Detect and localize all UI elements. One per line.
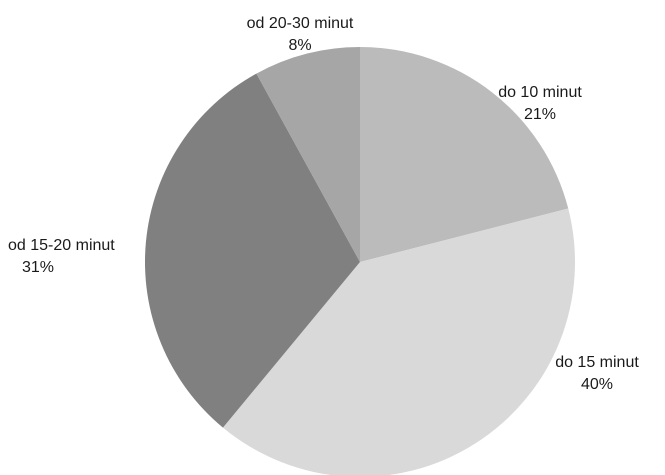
slice-percent-1: 21% [524, 106, 556, 123]
slice-percent-2: 40% [581, 376, 613, 393]
pie-labels: do 10 minut 21% do 15 minut 40% od 15-20 min… [8, 15, 639, 393]
pie-slice-4 [256, 47, 360, 262]
pie-slice-1 [360, 47, 569, 262]
slice-percent-4: 8% [288, 37, 311, 54]
pie-slice-2 [222, 208, 575, 475]
pie-slices [144, 47, 575, 475]
slice-percent-3: 31% [22, 259, 54, 276]
slice-label-4: od 20-30 minut [247, 15, 354, 32]
pie-slice-3 [144, 73, 360, 428]
slice-label-1: do 10 minut [498, 84, 582, 101]
slice-label-3: od 15-20 minut [8, 237, 115, 254]
slice-label-2: do 15 minut [555, 354, 639, 371]
